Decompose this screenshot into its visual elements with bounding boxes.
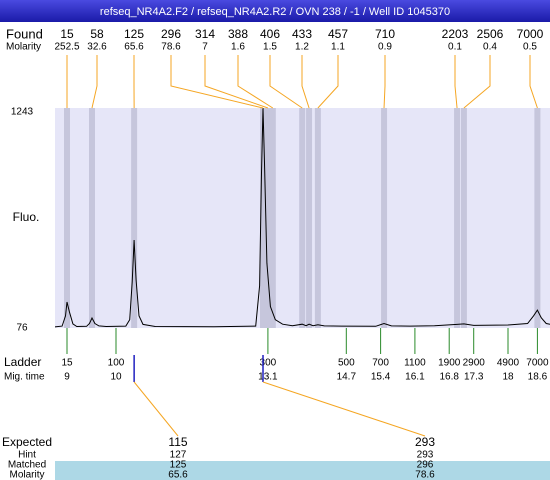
expected-hint: 127 — [170, 450, 187, 461]
expected-hint: 293 — [417, 450, 434, 461]
found-connector — [204, 55, 269, 109]
matched-highlight — [55, 461, 550, 480]
ladder-size: 1900 — [438, 358, 461, 369]
found-size: 314 — [195, 27, 215, 41]
found-molarity: 1.6 — [231, 42, 245, 53]
ladder-size: 7000 — [526, 358, 549, 369]
ladder-size: 700 — [372, 358, 389, 369]
ladder-size: 4900 — [497, 358, 520, 369]
expected-molarity: 78.6 — [415, 470, 435, 480]
ladder-time: 10 — [110, 372, 122, 383]
peak-band — [314, 108, 321, 328]
ladder-time: 9 — [64, 372, 70, 383]
found-molarity: 7 — [202, 42, 208, 53]
ladder-time: 18.6 — [528, 372, 548, 383]
found-size: 2506 — [477, 27, 504, 41]
title-bar — [0, 0, 550, 22]
found-connector — [383, 55, 386, 109]
molarity-label: Molarity — [6, 42, 41, 53]
expected-expected: 293 — [415, 435, 435, 449]
found-molarity: 0.1 — [448, 42, 462, 53]
expected-molarity: 65.6 — [168, 470, 188, 480]
expected-row-label: Matched — [8, 460, 46, 471]
ladder-time: 15.4 — [371, 372, 391, 383]
expected-row-label: Expected — [2, 435, 52, 449]
ladder-size: 2900 — [463, 358, 486, 369]
mig-time-label: Mig. time — [4, 372, 45, 383]
ladder-size: 500 — [338, 358, 355, 369]
found-molarity: 0.4 — [483, 42, 497, 53]
found-connector — [463, 55, 491, 109]
expected-expected: 115 — [168, 435, 187, 449]
peak-band — [454, 108, 461, 328]
ladder-size: 300 — [260, 358, 277, 369]
ladder-size: 100 — [108, 358, 125, 369]
found-connector — [91, 55, 98, 109]
found-size: 406 — [260, 27, 280, 41]
found-molarity: 0.9 — [378, 42, 392, 53]
found-size: 58 — [90, 27, 104, 41]
peak-band — [88, 108, 95, 328]
found-size: 710 — [375, 27, 395, 41]
ladder-time: 16.8 — [439, 372, 459, 383]
peak-band — [264, 108, 271, 328]
found-size: 7000 — [517, 27, 544, 41]
y-tick-label: 76 — [16, 323, 28, 334]
expected-row-label: Hint — [18, 450, 36, 461]
found-connector — [454, 55, 458, 109]
found-size: 388 — [228, 27, 248, 41]
found-size: 296 — [161, 27, 181, 41]
found-molarity: 65.6 — [124, 42, 144, 53]
ladder-size: 15 — [61, 358, 73, 369]
peak-band — [306, 108, 313, 328]
found-molarity: 1.2 — [295, 42, 309, 53]
found-connector — [237, 55, 274, 109]
found-connector — [529, 55, 538, 109]
expected-matched: 296 — [417, 460, 434, 471]
found-molarity: 1.5 — [263, 42, 277, 53]
found-connector — [170, 55, 264, 109]
y-tick-label: 1243 — [11, 107, 34, 118]
ladder-time: 18 — [502, 372, 514, 383]
match-connector — [262, 381, 426, 437]
peak-band — [534, 108, 541, 328]
ladder-label: Ladder — [4, 355, 41, 369]
match-connector — [133, 381, 179, 437]
peak-band — [269, 108, 276, 328]
title: refseq_NR4A2.F2 / refseq_NR4A2.R2 / OVN … — [100, 6, 450, 18]
ladder-time: 14.7 — [337, 372, 357, 383]
ladder-time: 13.1 — [258, 372, 278, 383]
found-molarity: 1.1 — [331, 42, 345, 53]
peak-band — [381, 108, 388, 328]
found-size: 433 — [292, 27, 312, 41]
peak-band — [299, 108, 306, 328]
found-size: 15 — [60, 27, 74, 41]
expected-row-label: Molarity — [9, 470, 44, 480]
found-molarity: 32.6 — [87, 42, 107, 53]
peak-band — [260, 108, 267, 328]
found-molarity: 78.6 — [161, 42, 181, 53]
found-label: Found — [6, 26, 43, 41]
found-connector — [317, 55, 339, 109]
found-size: 125 — [124, 27, 144, 41]
ladder-time: 17.3 — [464, 372, 484, 383]
peak-band — [131, 108, 138, 328]
found-molarity: 0.5 — [523, 42, 537, 53]
found-size: 2203 — [442, 27, 469, 41]
peak-band — [460, 108, 467, 328]
peak-band — [64, 108, 71, 328]
found-connector — [269, 55, 303, 109]
y-axis-label: Fluo. — [13, 210, 40, 224]
ladder-time: 16.1 — [405, 372, 425, 383]
expected-matched: 125 — [170, 460, 187, 471]
trace — [54, 107, 550, 328]
ladder-size: 1100 — [404, 358, 426, 369]
found-connector — [301, 55, 310, 109]
found-size: 457 — [328, 27, 348, 41]
found-molarity: 252.5 — [54, 42, 79, 53]
